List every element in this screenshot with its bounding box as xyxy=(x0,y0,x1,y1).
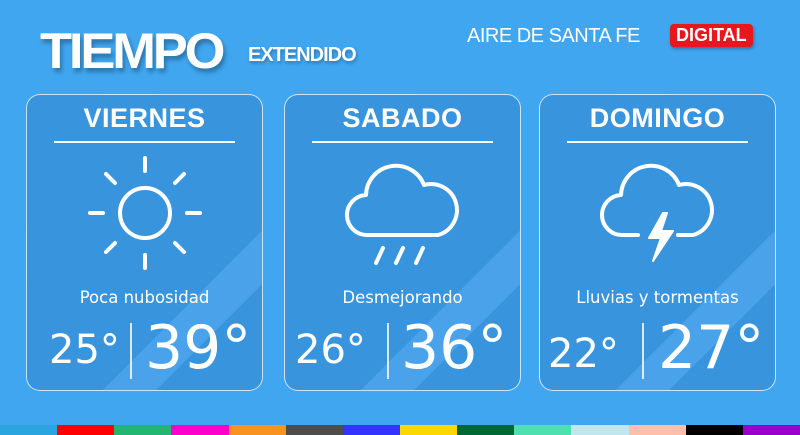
forecast-card-sabado: SABADO Desmejorando 26° 36° xyxy=(284,94,521,391)
color-strip-segment xyxy=(457,425,515,435)
brand-name: AIRE DE SANTA FE xyxy=(467,25,640,47)
day-label: DOMINGO xyxy=(589,103,726,133)
color-strip-segment xyxy=(171,425,229,435)
page-title: TIEMPO xyxy=(40,23,226,79)
color-strip-segment xyxy=(628,425,686,435)
min-temperature: 26° xyxy=(295,327,366,373)
weather-description: Desmejorando xyxy=(342,288,463,307)
temperature-separator xyxy=(387,323,389,379)
weather-description: Lluvias y tormentas xyxy=(576,288,739,307)
color-strip xyxy=(0,425,800,435)
color-strip-segment xyxy=(685,425,743,435)
forecast-card-viernes: VIERNES Poca nubosidad 25° 39° xyxy=(26,94,263,391)
max-temperature: 39° xyxy=(145,313,252,383)
min-temperature: 22° xyxy=(548,331,619,377)
color-strip-segment xyxy=(571,425,629,435)
color-strip-segment xyxy=(0,425,58,435)
color-strip-segment xyxy=(114,425,172,435)
color-strip-segment xyxy=(285,425,343,435)
divider xyxy=(567,141,748,143)
temperature-separator xyxy=(642,323,644,379)
color-strip-segment xyxy=(742,425,800,435)
color-strip-segment xyxy=(228,425,286,435)
weather-description: Poca nubosidad xyxy=(79,288,210,307)
day-label: SABADO xyxy=(342,103,463,133)
color-strip-segment xyxy=(514,425,572,435)
brand-badge: DIGITAL xyxy=(670,24,753,47)
storm-cloud-icon xyxy=(599,163,714,262)
color-strip-segment xyxy=(399,425,458,435)
divider xyxy=(54,141,235,143)
forecast-card-domingo: DOMINGO Lluvias y tormentas 22° 27° xyxy=(539,94,776,391)
color-strip-segment xyxy=(342,425,400,435)
color-strip-segment xyxy=(57,425,115,435)
max-temperature: 27° xyxy=(658,313,765,383)
sun-icon xyxy=(87,156,202,270)
divider xyxy=(312,141,493,143)
min-temperature: 25° xyxy=(49,327,120,373)
max-temperature: 36° xyxy=(401,313,508,383)
page-subtitle: EXTENDIDO xyxy=(248,44,357,66)
rain-cloud-icon xyxy=(344,163,459,265)
day-label: VIERNES xyxy=(83,103,206,133)
temperature-separator xyxy=(130,323,132,379)
